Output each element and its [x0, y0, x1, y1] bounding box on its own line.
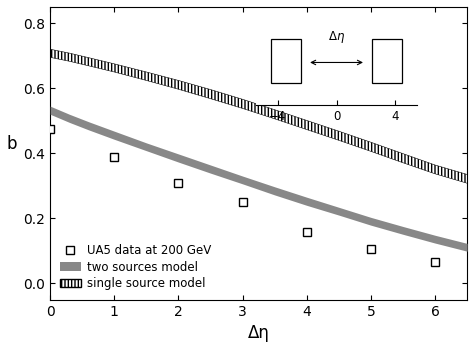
Y-axis label: b: b [7, 135, 18, 153]
FancyBboxPatch shape [372, 39, 402, 83]
X-axis label: Δη: Δη [248, 324, 270, 342]
Text: F: F [383, 54, 391, 67]
Legend: UA5 data at 200 GeV, two sources model, single source model: UA5 data at 200 GeV, two sources model, … [56, 240, 215, 294]
FancyBboxPatch shape [271, 39, 301, 83]
Text: B: B [282, 54, 291, 67]
Text: $\Delta\eta$: $\Delta\eta$ [328, 29, 345, 45]
